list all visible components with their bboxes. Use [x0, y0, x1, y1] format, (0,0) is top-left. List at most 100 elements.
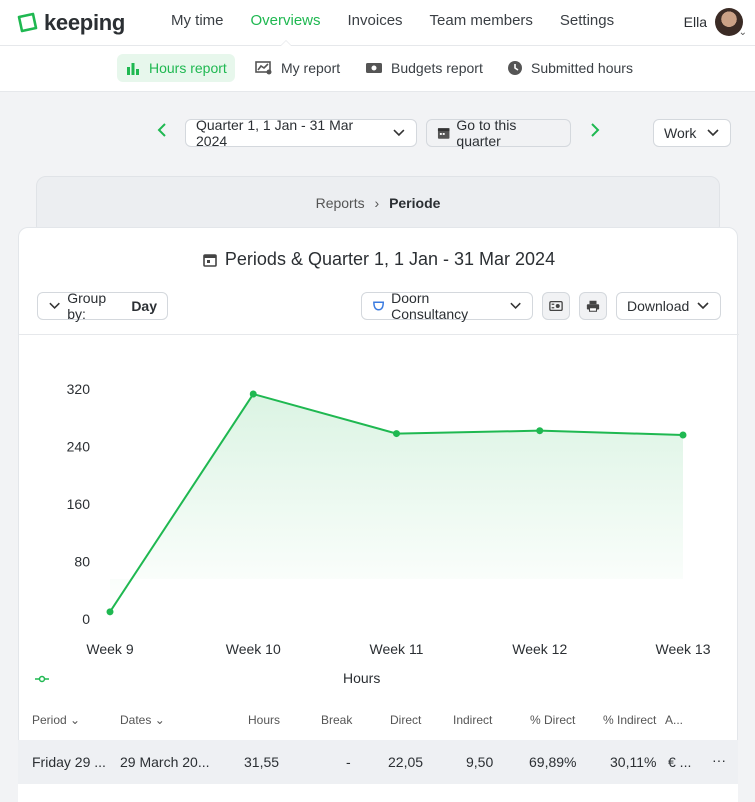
column-header-dates-label: Dates — [120, 713, 152, 727]
bar-chart-icon — [127, 63, 139, 75]
user-menu[interactable]: Ella — [683, 8, 747, 38]
cell-indirect: 9,50 — [466, 754, 494, 770]
go-to-this-quarter-label: Go to this quarter — [456, 117, 517, 149]
y-tick-label: 160 — [67, 496, 91, 512]
breadcrumb-reports-link[interactable]: Reports — [315, 195, 365, 211]
cell-hours: 31,55 — [244, 754, 280, 770]
column-header-amount[interactable]: A... — [665, 713, 684, 727]
breadcrumb-separator: › — [374, 195, 380, 211]
next-period-button[interactable] — [586, 122, 604, 142]
top-navigation-bar: keeping My time Overviews Invoices Team … — [0, 0, 755, 47]
nav-invoices[interactable]: Invoices — [347, 12, 403, 29]
x-tick-label: Week 9 — [86, 641, 133, 657]
card-divider — [19, 334, 739, 335]
legend-series-label: Hours — [343, 670, 381, 686]
data-point[interactable] — [106, 608, 114, 616]
column-header-period[interactable]: Period ⌄ — [32, 713, 81, 727]
report-subnav: Hours report My report Budgets report Su… — [0, 46, 755, 92]
calendar-icon — [203, 253, 217, 267]
chevron-down-icon — [707, 129, 719, 137]
chevron-down-icon — [49, 302, 60, 309]
subnav-budgets-report-label: Budgets report — [391, 60, 483, 76]
subnav-my-report-label: My report — [281, 60, 341, 76]
x-tick-label: Week 11 — [370, 641, 424, 657]
data-point[interactable] — [249, 390, 257, 398]
printer-icon — [586, 300, 600, 312]
cell-dates: 29 March 20... — [120, 754, 210, 770]
client-select-label: Doorn Consultancy — [391, 290, 469, 322]
cell-amount: € ... — [668, 754, 692, 770]
data-point[interactable] — [679, 431, 687, 439]
column-header-pct-direct[interactable]: % Direct — [530, 713, 576, 727]
cell-pct-direct: 69,89% — [529, 754, 577, 770]
hours-chart: 0 80 160 240 320 Week 9 Week 10 Week 11 Week 12… — [67, 381, 711, 657]
chevron-down-icon — [393, 129, 405, 137]
cell-period: Friday 29 ... — [32, 754, 106, 770]
chevron-down-icon — [510, 302, 521, 309]
subnav-submitted-hours-label: Submitted hours — [531, 60, 633, 76]
clock-icon — [508, 61, 522, 75]
x-tick-label: Week 13 — [656, 641, 711, 657]
money-icon — [366, 63, 382, 73]
subnav-hours-report[interactable]: Hours report — [117, 54, 235, 82]
breadcrumb: Reports › Periode — [37, 195, 719, 211]
column-header-indirect[interactable]: Indirect — [453, 713, 493, 727]
client-select[interactable]: Doorn Consultancy — [361, 290, 533, 322]
data-point[interactable] — [393, 430, 400, 438]
subnav-budgets-report[interactable]: Budgets report — [357, 54, 491, 82]
column-header-pct-indirect[interactable]: % Indirect — [603, 713, 657, 727]
column-header-dates[interactable]: Dates ⌄ — [120, 713, 165, 727]
group-by-label: Group by: — [67, 290, 107, 322]
app-name: keeping — [44, 10, 126, 35]
period-select-label: Quarter 1, 1 Jan - 31 Mar 2024 — [196, 117, 354, 149]
cell-break: - — [346, 754, 351, 770]
work-type-select[interactable]: Work — [653, 119, 731, 147]
y-tick-label: 240 — [67, 439, 91, 455]
row-more-button[interactable]: ··· — [712, 752, 726, 768]
group-by-value: Day — [131, 298, 157, 314]
column-settings-button[interactable] — [542, 292, 570, 320]
table-row-next — [18, 784, 738, 802]
user-name: Ella — [683, 14, 707, 30]
cell-pct-indirect: 30,11% — [610, 754, 657, 770]
column-header-period-label: Period — [32, 713, 67, 727]
chevron-right-icon — [591, 123, 600, 137]
data-point[interactable] — [536, 427, 544, 435]
cell-direct: 22,05 — [388, 754, 424, 770]
column-header-direct[interactable]: Direct — [390, 713, 422, 727]
x-tick-label: Week 10 — [226, 641, 281, 657]
column-header-break[interactable]: Break — [321, 713, 353, 727]
chevron-left-icon — [157, 123, 166, 137]
y-tick-label: 0 — [82, 611, 90, 627]
group-by-select[interactable]: Group by: Day — [37, 290, 168, 322]
nav-settings[interactable]: Settings — [559, 12, 615, 29]
subnav-my-report[interactable]: My report — [247, 54, 348, 82]
columns-icon — [549, 300, 563, 312]
previous-period-button[interactable] — [153, 122, 171, 142]
download-select[interactable]: Download — [616, 292, 721, 320]
chevron-down-icon — [697, 302, 709, 310]
column-header-hours[interactable]: Hours — [248, 713, 281, 727]
keeping-logo-icon — [17, 12, 38, 33]
x-tick-label: Week 12 — [512, 641, 567, 657]
print-button[interactable] — [579, 292, 607, 320]
avatar[interactable] — [715, 8, 747, 38]
subnav-submitted-hours[interactable]: Submitted hours — [499, 54, 641, 82]
subnav-hours-report-label: Hours report — [149, 60, 227, 76]
table-row[interactable]: Friday 29 ... 29 March 20... 31,55 - 22,… — [18, 740, 738, 784]
go-to-this-quarter-button[interactable]: Go to this quarter — [426, 117, 571, 149]
nav-team-members[interactable]: Team members — [429, 12, 533, 29]
report-title-text: Periods & Quarter 1, 1 Jan - 31 Mar 2024 — [224, 249, 556, 269]
app-logo[interactable]: keeping — [16, 10, 125, 36]
work-type-label: Work — [664, 125, 697, 141]
legend-marker-icon[interactable] — [35, 674, 49, 684]
report-title: Periods & Quarter 1, 1 Jan - 31 Mar 2024 — [19, 249, 739, 270]
download-label: Download — [627, 298, 690, 314]
table-header: Period ⌄ Dates ⌄ Hours Break Direct Indi… — [18, 704, 738, 736]
calendar-icon — [437, 128, 450, 139]
period-select[interactable]: Quarter 1, 1 Jan - 31 Mar 2024 — [185, 117, 417, 149]
y-tick-label: 80 — [74, 554, 90, 570]
breadcrumb-current: Periode — [389, 195, 441, 211]
nav-overviews[interactable]: Overviews — [251, 0, 321, 47]
nav-my-time[interactable]: My time — [171, 12, 224, 29]
